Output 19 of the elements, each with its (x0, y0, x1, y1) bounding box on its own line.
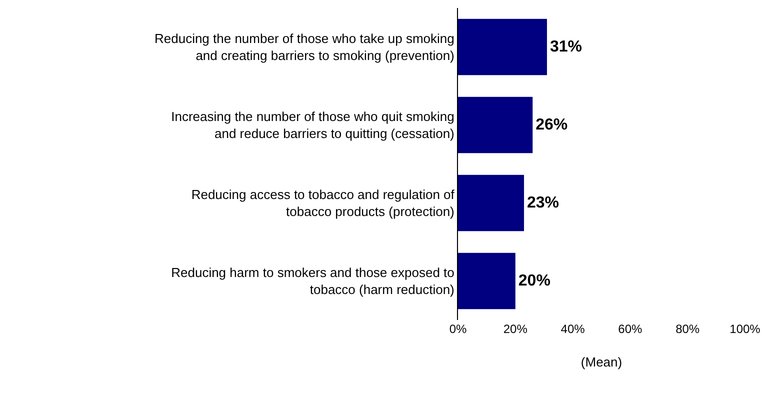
bar (458, 96, 533, 154)
data-label: 20% (518, 272, 550, 290)
y-tick-label: Reducing the number of those who take up smoking and creating barriers to smoking (prevention) (154, 31, 454, 63)
data-label: 31% (550, 38, 582, 56)
y-tick-label: Increasing the number of those who quit smoking and reduce barriers to quitting (cessation) (171, 109, 454, 141)
x-axis-title: (Mean) (580, 354, 622, 370)
y-tick-label: Reducing harm to smokers and those exposed to tobacco (harm reduction) (171, 265, 454, 297)
x-tick-label: 80% (676, 322, 700, 336)
data-label: 26% (536, 116, 568, 134)
bar (458, 18, 547, 76)
x-tick-label: 60% (618, 322, 643, 336)
bar (458, 252, 516, 310)
x-tick-label: 100% (730, 322, 761, 336)
y-tick-label: Reducing access to tobacco and regulation of tobacco products (protection) (191, 187, 455, 219)
x-tick-label: 20% (503, 322, 528, 336)
data-label: 23% (527, 194, 560, 212)
x-tick-label: 40% (560, 322, 586, 336)
x-tick-label: 0% (449, 322, 467, 336)
bar (458, 174, 524, 232)
